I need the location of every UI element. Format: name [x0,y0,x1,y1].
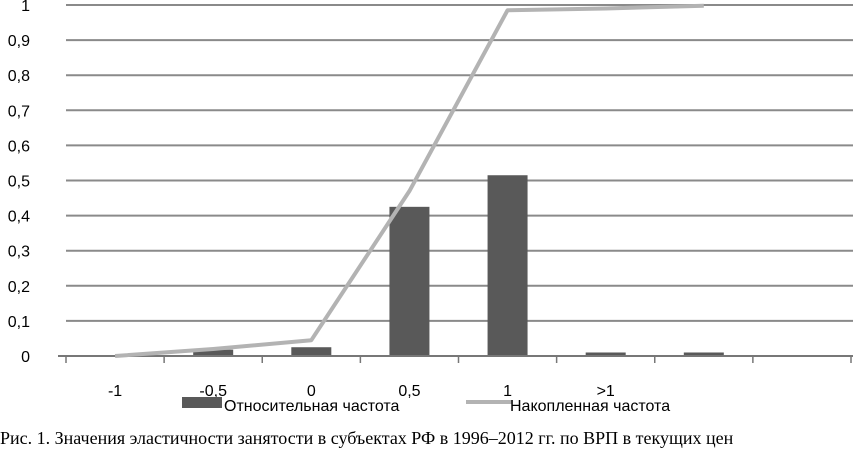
legend: Относительная частота Накопленная частот… [182,397,670,415]
y-tick-label: 0,7 [8,103,30,120]
y-axis-ticks: 0 0,1 0,2 0,3 0,4 0,5 0,6 0,7 0,8 0,9 1 [8,0,30,366]
x-axis [58,355,853,363]
bar [291,347,332,356]
legend-bar-label: Относительная частота [224,398,400,415]
legend-bar-swatch [182,397,222,408]
x-tick-label: -1 [108,383,122,400]
x-axis-labels: -1 -0,5 0 0,5 1 >1 [108,383,615,400]
y-tick-label: 0,1 [8,314,30,331]
bar [193,349,234,356]
y-tick-label: 0,4 [8,209,30,226]
x-tick-label: 0 [307,383,316,400]
x-tick-label: -0,5 [199,383,227,400]
y-tick-label: 0,6 [8,138,30,155]
bars [193,175,724,356]
cumulative-line [114,3,704,358]
bar [585,352,626,356]
y-tick-label: 0,8 [8,68,30,85]
x-tick-label: 1 [503,383,512,400]
cumulative-line-path [114,3,704,358]
gridlines [66,4,853,322]
y-tick-label: 0,3 [8,244,30,261]
bar [487,175,528,356]
bar [389,206,430,356]
figure-caption: Рис. 1. Значения эластичности занятости … [0,428,734,448]
y-tick-label: 1 [21,0,30,15]
y-tick-label: 0 [21,349,30,366]
y-tick-label: 0,9 [8,33,30,50]
legend-line-label: Накопленная частота [510,398,670,415]
bar [683,352,724,356]
x-tick-label: 0,5 [398,383,420,400]
y-tick-label: 0,5 [8,174,30,191]
x-tick-label: >1 [597,383,615,400]
y-tick-label: 0,2 [8,279,30,296]
